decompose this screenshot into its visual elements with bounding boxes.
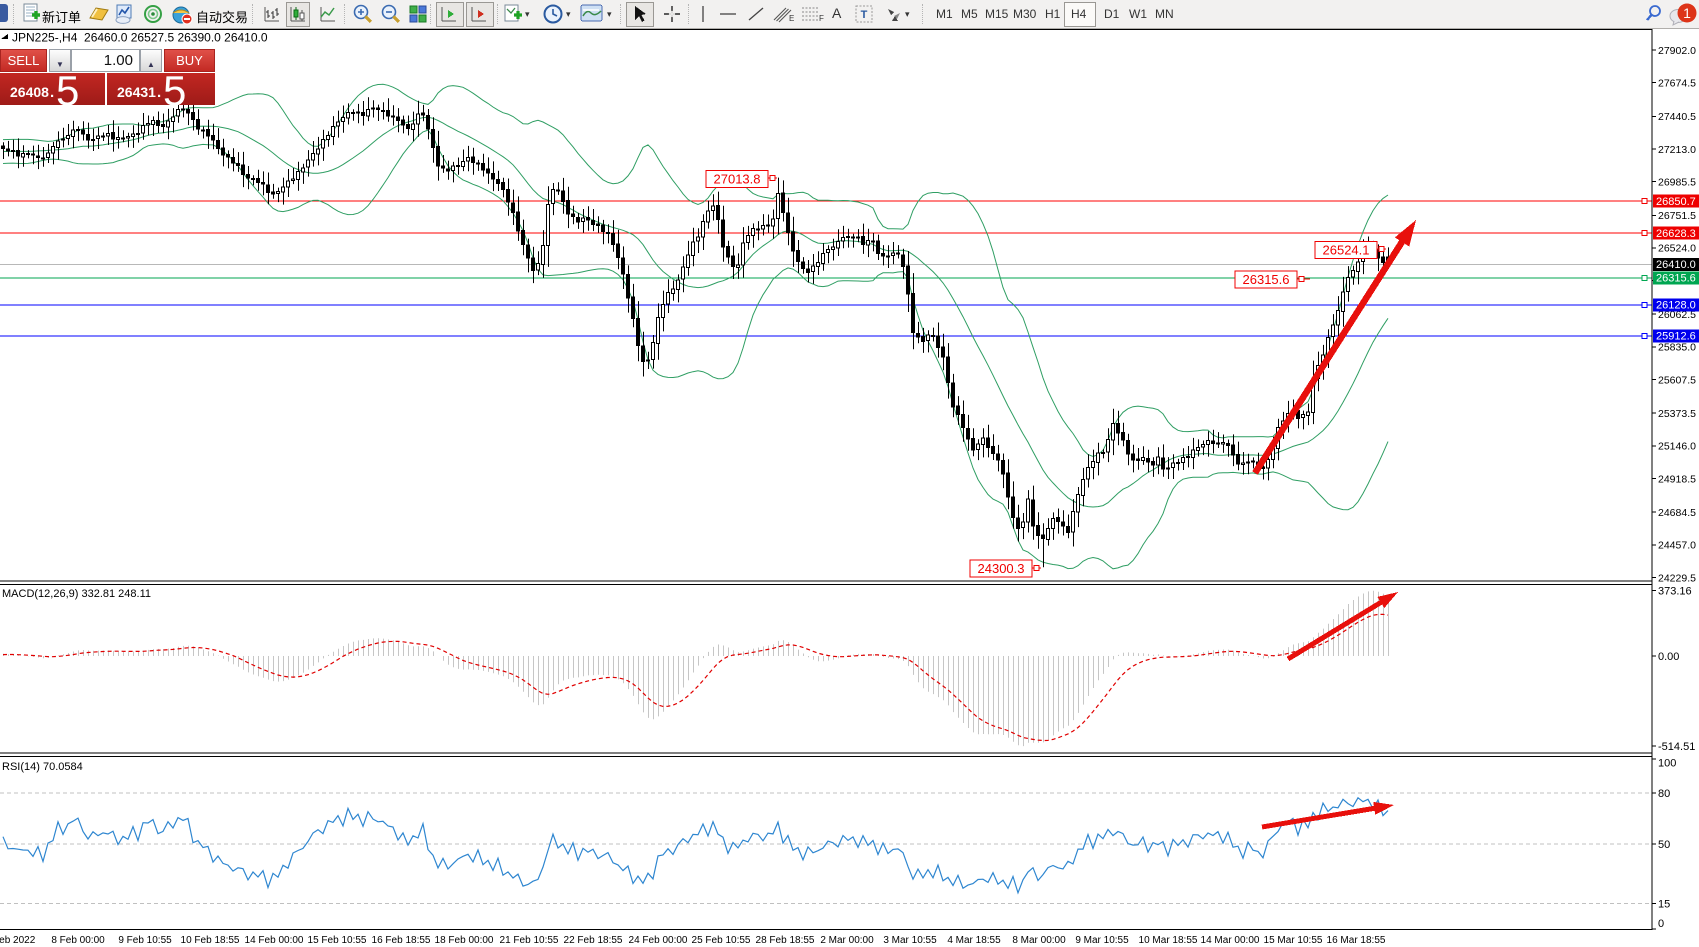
svg-text:MACD(12,26,9) 332.81 248.11: MACD(12,26,9) 332.81 248.11	[2, 588, 151, 600]
svg-text:2 Mar 00:00: 2 Mar 00:00	[820, 935, 874, 946]
svg-text:22 Feb 18:55: 22 Feb 18:55	[564, 935, 623, 946]
svg-text:25 Feb 10:55: 25 Feb 10:55	[692, 935, 751, 946]
svg-text:28 Feb 18:55: 28 Feb 18:55	[756, 935, 815, 946]
svg-text:24457.0: 24457.0	[1658, 540, 1696, 552]
svg-text:24300.3: 24300.3	[978, 561, 1025, 576]
svg-text:26985.5: 26985.5	[1658, 176, 1696, 188]
svg-text:18 Feb 00:00: 18 Feb 00:00	[435, 935, 494, 946]
svg-text:27902.0: 27902.0	[1658, 45, 1696, 57]
svg-text:3 Mar 10:55: 3 Mar 10:55	[883, 935, 937, 946]
svg-text:16 Mar 18:55: 16 Mar 18:55	[1327, 935, 1386, 946]
svg-text:25835.0: 25835.0	[1658, 342, 1696, 354]
svg-text:4 Mar 18:55: 4 Mar 18:55	[947, 935, 1001, 946]
svg-text:26850.7: 26850.7	[1656, 196, 1696, 208]
svg-text:26524.0: 26524.0	[1658, 243, 1696, 255]
svg-text:27213.0: 27213.0	[1658, 144, 1696, 156]
svg-text:25912.6: 25912.6	[1656, 331, 1696, 343]
svg-text:15 Mar 10:55: 15 Mar 10:55	[1264, 935, 1323, 946]
svg-text:27674.5: 27674.5	[1658, 78, 1696, 90]
svg-text:10 Mar 18:55: 10 Mar 18:55	[1139, 935, 1198, 946]
svg-text:-514.51: -514.51	[1658, 741, 1695, 753]
svg-text:9 Feb 10:55: 9 Feb 10:55	[118, 935, 172, 946]
svg-text:16 Feb 18:55: 16 Feb 18:55	[372, 935, 431, 946]
svg-text:JPN225-,H4 26460.0 26527.5 26: JPN225-,H4 26460.0 26527.5 26390.0 26410…	[12, 31, 268, 45]
svg-text:10 Feb 18:55: 10 Feb 18:55	[181, 935, 240, 946]
svg-text:8 Feb 00:00: 8 Feb 00:00	[51, 935, 105, 946]
svg-text:15: 15	[1658, 898, 1670, 910]
svg-text:26524.1: 26524.1	[1323, 243, 1370, 258]
svg-text:50: 50	[1658, 839, 1670, 851]
svg-text:24 Feb 00:00: 24 Feb 00:00	[629, 935, 688, 946]
svg-text:26410.0: 26410.0	[1656, 259, 1696, 271]
svg-text:8 Mar 00:00: 8 Mar 00:00	[1012, 935, 1066, 946]
svg-text:1: 1	[1683, 5, 1691, 21]
svg-text:21 Feb 10:55: 21 Feb 10:55	[500, 935, 559, 946]
svg-text:25607.5: 25607.5	[1658, 374, 1696, 386]
svg-text:0.00: 0.00	[1658, 651, 1679, 663]
svg-text:15 Feb 10:55: 15 Feb 10:55	[308, 935, 367, 946]
svg-text:9 Mar 10:55: 9 Mar 10:55	[1075, 935, 1129, 946]
svg-text:27440.5: 27440.5	[1658, 111, 1696, 123]
svg-text:24229.5: 24229.5	[1658, 572, 1696, 584]
svg-text:0: 0	[1658, 918, 1664, 930]
svg-text:26062.5: 26062.5	[1658, 309, 1696, 321]
svg-text:7 Feb 2022: 7 Feb 2022	[0, 935, 36, 946]
svg-text:373.16: 373.16	[1658, 586, 1692, 598]
svg-text:24684.5: 24684.5	[1658, 507, 1696, 519]
svg-text:80: 80	[1658, 788, 1670, 800]
svg-text:25373.5: 25373.5	[1658, 408, 1696, 420]
svg-text:14 Mar 00:00: 14 Mar 00:00	[1201, 935, 1260, 946]
svg-text:RSI(14) 70.0584: RSI(14) 70.0584	[2, 761, 83, 773]
svg-text:26628.3: 26628.3	[1656, 228, 1696, 240]
svg-text:24918.5: 24918.5	[1658, 473, 1696, 485]
svg-text:100: 100	[1658, 758, 1676, 770]
svg-text:26128.0: 26128.0	[1656, 300, 1696, 312]
svg-text:14 Feb 00:00: 14 Feb 00:00	[245, 935, 304, 946]
svg-text:26315.6: 26315.6	[1656, 273, 1696, 285]
svg-text:T: T	[861, 9, 868, 21]
svg-text:26315.6: 26315.6	[1243, 272, 1290, 287]
svg-text:26751.5: 26751.5	[1658, 210, 1696, 222]
svg-text:25146.0: 25146.0	[1658, 441, 1696, 453]
svg-text:27013.8: 27013.8	[714, 172, 761, 187]
